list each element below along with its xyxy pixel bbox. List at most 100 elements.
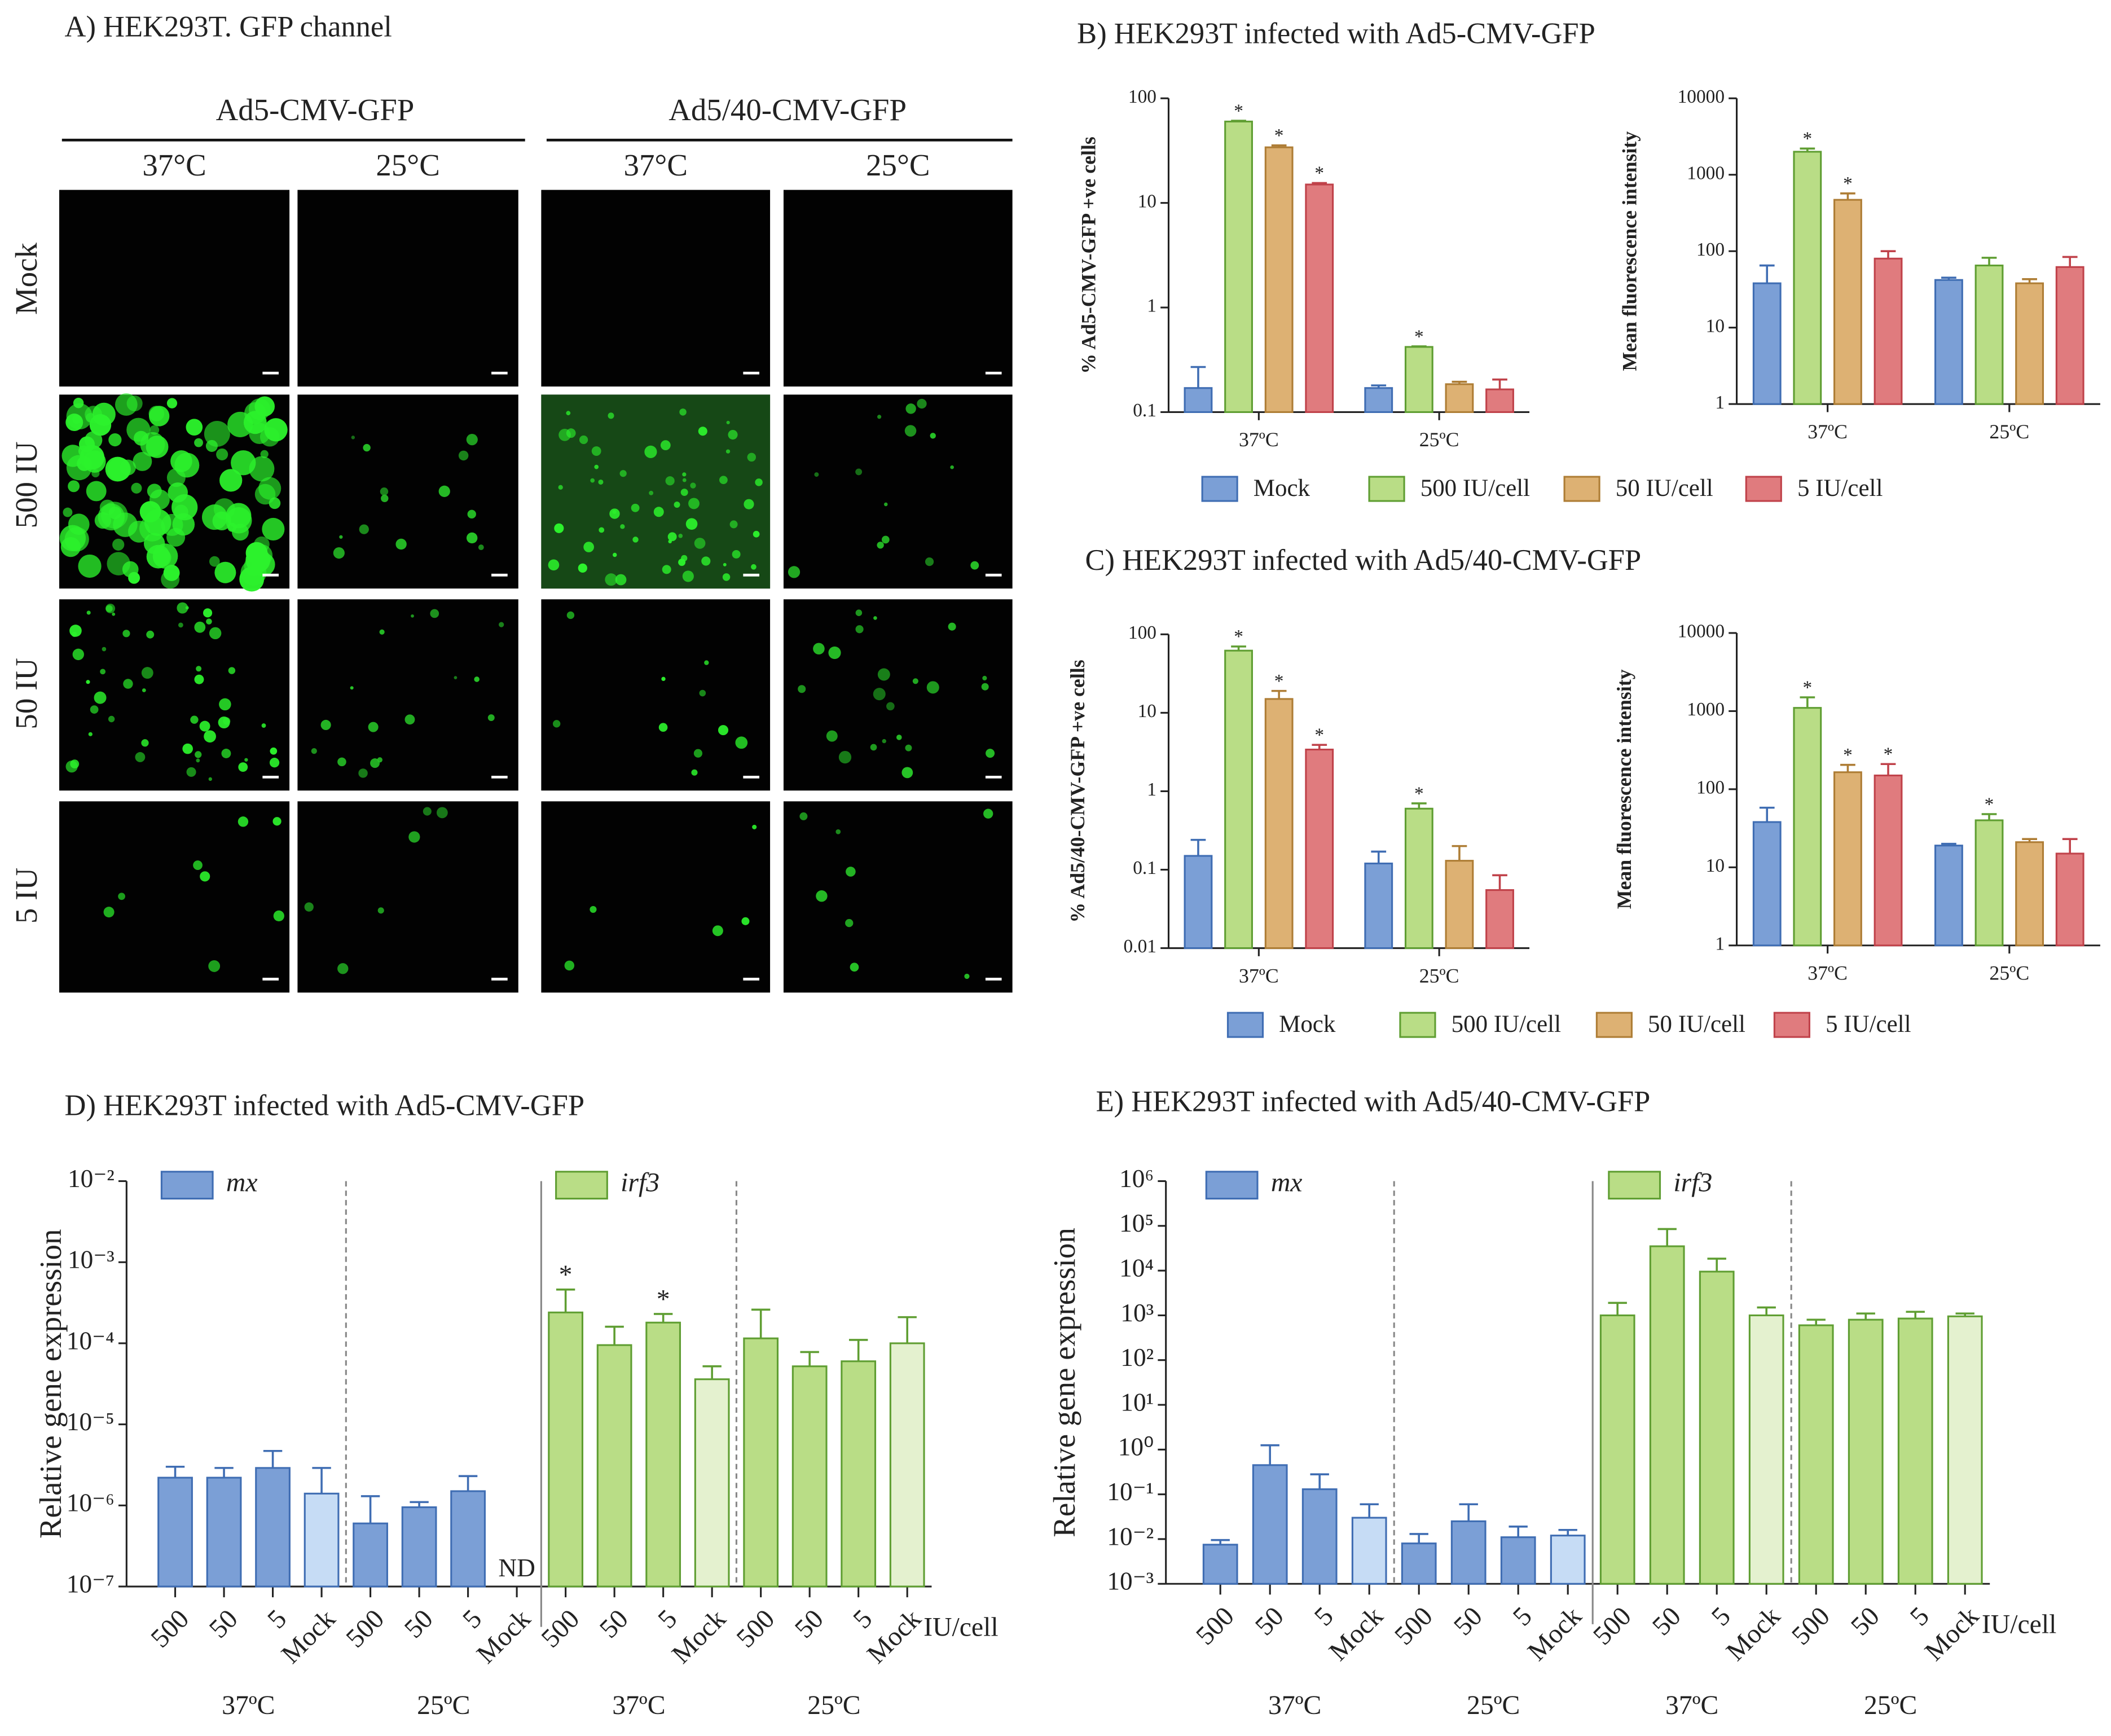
micrograph bbox=[541, 190, 771, 387]
micrograph bbox=[541, 599, 771, 791]
cell-spot bbox=[149, 489, 170, 510]
micrograph bbox=[297, 599, 518, 791]
cell-spot bbox=[981, 683, 989, 691]
annotation: * bbox=[1843, 173, 1853, 194]
cell-spot bbox=[85, 406, 103, 424]
cell-spot bbox=[83, 450, 106, 473]
annotation: * bbox=[1314, 163, 1324, 184]
cell-spot bbox=[146, 630, 155, 639]
annotation: * bbox=[1314, 725, 1324, 746]
x-tick-label: 25ºC bbox=[1419, 964, 1459, 987]
annotation: * bbox=[1274, 125, 1284, 146]
cell-spot bbox=[108, 433, 122, 447]
cell-spot bbox=[141, 667, 153, 679]
cell-spot bbox=[964, 973, 970, 979]
cell-spot bbox=[185, 606, 189, 610]
cell-spot bbox=[90, 705, 99, 714]
cell-spot bbox=[350, 686, 354, 690]
row-label: 50 IU bbox=[9, 658, 43, 729]
cell-spot bbox=[69, 625, 82, 637]
y-axis-label: % Ad5-CMV-GFP +ve cells bbox=[1077, 137, 1100, 374]
x-axis-label: IU/cell bbox=[923, 1612, 998, 1642]
cell-spot bbox=[917, 398, 927, 409]
cell-spot bbox=[190, 715, 199, 724]
cell-spot bbox=[105, 604, 116, 614]
cell-spot bbox=[270, 747, 278, 755]
cell-spot bbox=[747, 452, 757, 462]
cell-spot bbox=[873, 688, 886, 701]
cell-spot bbox=[704, 660, 709, 665]
cell-spot bbox=[206, 618, 212, 625]
y-tick-label: 0.1 bbox=[1133, 858, 1156, 878]
cell-spot bbox=[896, 735, 902, 740]
micrograph bbox=[59, 801, 290, 993]
y-tick-label: 1 bbox=[1147, 296, 1156, 317]
annotation: * bbox=[1414, 783, 1424, 804]
cell-spot bbox=[665, 476, 675, 486]
y-tick-label: 10 bbox=[1706, 855, 1725, 876]
micrograph bbox=[59, 599, 290, 791]
cell-spot bbox=[813, 643, 825, 655]
cell-spot bbox=[970, 561, 979, 570]
bar bbox=[1445, 860, 1474, 950]
cell-spot bbox=[269, 497, 281, 509]
bar bbox=[1699, 1271, 1735, 1585]
cell-spot bbox=[722, 573, 731, 581]
cell-spot bbox=[467, 509, 476, 519]
legend-swatch bbox=[1201, 476, 1238, 502]
cell-spot bbox=[732, 550, 741, 559]
y-tick-label: 10⁻³ bbox=[68, 1246, 115, 1274]
cell-spot bbox=[436, 807, 448, 819]
cell-spot bbox=[558, 485, 563, 490]
cell-spot bbox=[631, 503, 640, 512]
bar bbox=[889, 1342, 925, 1588]
cell-spot bbox=[208, 777, 212, 781]
annotation: * bbox=[1414, 326, 1424, 347]
cell-spot bbox=[240, 560, 267, 586]
cell-spot bbox=[358, 768, 368, 778]
bar bbox=[1202, 1544, 1238, 1585]
y-tick-label: 100 bbox=[1696, 239, 1725, 260]
bar bbox=[1752, 282, 1782, 405]
cell-spot bbox=[458, 450, 469, 461]
cell-spot bbox=[107, 552, 130, 575]
row-label: 5 IU bbox=[9, 868, 43, 924]
cell-spot bbox=[100, 669, 106, 675]
cell-spot bbox=[877, 415, 882, 419]
cell-spot bbox=[196, 666, 202, 672]
cell-spot bbox=[337, 963, 349, 974]
temperature-label: 37°C bbox=[624, 148, 688, 182]
y-tick-label: 10⁶ bbox=[1119, 1164, 1154, 1193]
cell-spot bbox=[594, 464, 599, 469]
cell-spot bbox=[68, 480, 80, 493]
cell-spot bbox=[564, 960, 575, 971]
cell-spot bbox=[552, 720, 561, 728]
cell-spot bbox=[649, 490, 654, 495]
legend-swatch bbox=[1745, 476, 1782, 502]
x-axis-label: IU/cell bbox=[1982, 1610, 2056, 1640]
cell-spot bbox=[930, 433, 936, 439]
bar bbox=[1184, 387, 1213, 414]
legend-label: irf3 bbox=[621, 1168, 659, 1198]
cell-spot bbox=[548, 559, 560, 571]
micrograph bbox=[297, 801, 518, 993]
y-tick-label: 1000 bbox=[1687, 162, 1725, 183]
cell-spot bbox=[612, 552, 617, 557]
bar bbox=[1364, 387, 1393, 414]
cell-spot bbox=[262, 517, 285, 540]
cell-spot bbox=[102, 647, 107, 652]
cell-spot bbox=[699, 689, 706, 697]
bar bbox=[2015, 282, 2044, 405]
cell-spot bbox=[244, 758, 248, 762]
legend-swatch bbox=[1563, 476, 1600, 502]
cell-spot bbox=[680, 489, 688, 496]
cell-spot bbox=[171, 494, 198, 521]
cell-spot bbox=[86, 680, 90, 684]
cell-spot bbox=[182, 743, 193, 754]
y-tick-label: 10² bbox=[1120, 1343, 1154, 1372]
cell-spot bbox=[658, 723, 668, 732]
cell-spot bbox=[379, 629, 385, 635]
y-tick-label: 100 bbox=[1128, 622, 1156, 643]
